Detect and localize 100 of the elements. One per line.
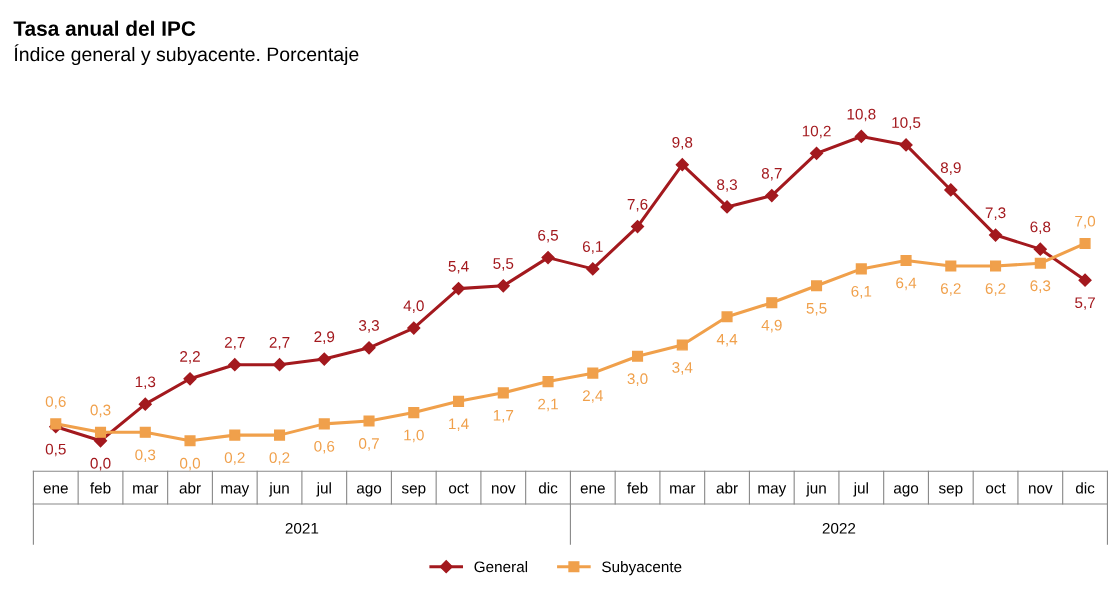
- data-label: 7,3: [985, 207, 1006, 220]
- point: [497, 387, 509, 399]
- x-tick-label: jul: [316, 482, 331, 497]
- x-tick-label: abr: [179, 482, 201, 494]
- point: [407, 321, 421, 335]
- data-label: 5,5: [493, 258, 514, 271]
- point: [945, 260, 957, 272]
- point: [408, 407, 420, 419]
- x-tick-label: may: [221, 485, 250, 497]
- data-label: 5,5: [806, 303, 827, 316]
- x-tick-label: dic: [538, 482, 558, 494]
- point: [229, 429, 241, 441]
- data-label: 8,3: [717, 179, 737, 192]
- point: [1079, 237, 1091, 250]
- x-tick-label: sep: [401, 485, 426, 497]
- data-label: 2,2: [180, 351, 200, 364]
- data-label: 2,1: [538, 398, 558, 412]
- point: [631, 350, 644, 362]
- x-tick-label: feb: [627, 482, 648, 494]
- data-label: 1,7: [493, 410, 514, 423]
- data-label: 8,7: [761, 167, 782, 181]
- point: [50, 418, 62, 430]
- data-label: 6,3: [1030, 280, 1051, 293]
- data-label: 3,4: [672, 362, 693, 375]
- point: [1078, 273, 1092, 287]
- data-label: 3,0: [627, 373, 648, 386]
- data-label: 7,6: [627, 198, 648, 212]
- data-label: 4,4: [716, 334, 738, 347]
- data-label: 4,0: [403, 300, 424, 313]
- data-label: 4,9: [761, 319, 782, 333]
- data-label: 6,2: [985, 283, 1006, 296]
- point: [452, 395, 465, 407]
- point: [630, 220, 645, 234]
- data-label: 1,0: [404, 429, 424, 443]
- point: [721, 311, 733, 323]
- data-label: 5,4: [448, 261, 469, 274]
- x-tick-label: jun: [805, 482, 826, 497]
- point: [899, 138, 913, 152]
- point: [854, 129, 868, 144]
- point: [272, 358, 287, 372]
- point: [676, 339, 688, 351]
- point: [183, 372, 197, 386]
- point: [451, 282, 466, 296]
- data-label: 3,3: [358, 320, 379, 333]
- point: [184, 435, 196, 447]
- x-tick-label: oct: [986, 483, 1006, 494]
- data-label: 0,2: [269, 452, 290, 465]
- point: [273, 429, 286, 441]
- data-label: 6,1: [582, 241, 603, 254]
- x-tick-label: ago: [356, 485, 382, 497]
- data-label: 0,7: [359, 438, 379, 451]
- data-label: 10,5: [892, 117, 921, 130]
- data-label: 9,8: [672, 136, 693, 150]
- data-label: 0,6: [45, 396, 66, 409]
- x-tick-label: jun: [268, 482, 289, 497]
- point: [1033, 242, 1047, 256]
- point: [900, 254, 912, 266]
- point: [989, 260, 1002, 272]
- data-label: 6,8: [1030, 221, 1051, 235]
- data-label: 6,5: [538, 229, 559, 243]
- x-tick-label: jul: [853, 482, 868, 497]
- x-tick-label: nov: [491, 485, 516, 494]
- point: [720, 200, 734, 214]
- point: [1034, 257, 1046, 269]
- chart-title: Tasa anual del IPC: [13, 20, 196, 36]
- point: [675, 158, 689, 172]
- x-tick-label: mar: [133, 485, 159, 494]
- point: [228, 358, 242, 372]
- text: 2021: [285, 522, 319, 534]
- data-label: 7,0: [1075, 215, 1096, 229]
- data-label: 0,6: [314, 440, 335, 454]
- legend-label: General: [474, 561, 528, 573]
- data-label: 0,3: [90, 404, 111, 418]
- data-label: 5,7: [1075, 297, 1095, 310]
- x-tick-label: mar: [670, 485, 696, 494]
- x-tick-label: abr: [716, 482, 738, 494]
- data-label: 10,2: [802, 125, 831, 139]
- x-tick-label: dic: [1075, 482, 1095, 494]
- data-label: 10,8: [847, 108, 876, 122]
- point: [855, 263, 867, 275]
- data-label: 2,7: [269, 336, 290, 350]
- x-tick-label: nov: [1029, 485, 1053, 494]
- point: [587, 367, 599, 379]
- chart-subtitle: Índice general y subyacente. Porcentaje: [14, 44, 359, 66]
- point: [944, 183, 958, 197]
- data-label: 6,1: [851, 285, 872, 299]
- point: [542, 376, 554, 388]
- legend-label: Subyacente: [602, 561, 682, 576]
- point: [586, 262, 600, 276]
- point: [138, 397, 152, 411]
- point: [317, 352, 331, 366]
- point: [765, 189, 779, 203]
- point: [541, 251, 555, 265]
- data-label: 2,9: [314, 331, 335, 344]
- data-label: 0,0: [180, 457, 201, 471]
- data-label: 8,9: [940, 162, 961, 175]
- point: [766, 297, 778, 309]
- data-label: 2,7: [224, 336, 245, 350]
- data-label: 2,4: [582, 390, 603, 403]
- data-label: 1,4: [449, 418, 469, 432]
